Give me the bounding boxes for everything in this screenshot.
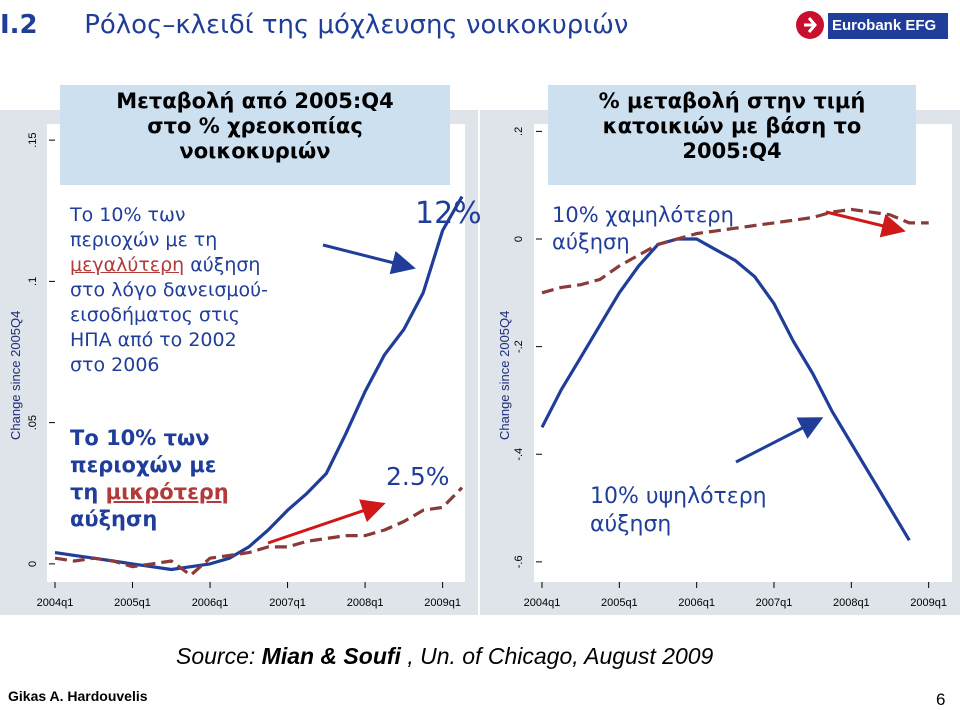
x-tick-label-1-0: 2004q1 <box>524 597 561 609</box>
logo-arrow-icon <box>804 17 817 33</box>
y-tick-label-0-3: .15 <box>27 132 39 147</box>
arrow-to-low-growth <box>825 210 906 238</box>
label-low-pct: 2.5% <box>386 462 450 491</box>
y-tick-label-1-4: .2 <box>513 127 525 136</box>
y-tick-label-1-3: 0 <box>513 236 525 242</box>
presenter-name: Gikas A. Hardouvelis <box>8 688 148 704</box>
left-bottom-note-line-1: Το 10% των <box>70 426 210 450</box>
x-tick-label-1-3: 2007q1 <box>756 597 793 609</box>
x-tick-label-1-2: 2006q1 <box>678 597 715 609</box>
slide-title: I.2 Ρόλος–κλειδί της μόχλευσης νοικοκυρι… <box>0 10 800 40</box>
left-title-box: Μεταβολή από 2005:Q4 στο % χρεοκοπίας νο… <box>60 85 450 185</box>
series-line-0-0 <box>54 195 464 572</box>
logo-text: Eurobank EFG <box>832 17 937 34</box>
right-title-box: % μεταβολή στην τιμή κατοικιών με βάση τ… <box>548 85 916 185</box>
page-number: 6 <box>936 690 946 709</box>
right-plot-area <box>534 124 952 582</box>
right-box-line-1: % μεταβολή στην τιμή <box>598 89 866 113</box>
logo-bar <box>828 13 948 39</box>
x-tick-label-1-4: 2008q1 <box>833 597 870 609</box>
right-bottom-note-line-1: 10% υψηλότερη <box>590 484 767 509</box>
y-tick-label-1-1: -.4 <box>513 448 525 461</box>
x-tick-label-0-0: 2004q1 <box>37 597 74 609</box>
source-prefix: Source: <box>176 643 262 669</box>
series-line-0-1 <box>54 486 464 577</box>
left-top-note-line-6: ΗΠΑ από το 2002 <box>70 329 237 351</box>
label-high-pct: 12% <box>415 196 482 231</box>
source-line: Source: Mian & Soufi , Un. of Chicago, A… <box>176 643 713 670</box>
right-top-note-line-2: αύξηση <box>552 230 630 254</box>
right-box-line-3: 2005:Q4 <box>682 139 782 163</box>
left-top-note-line-1: Το 10% των <box>70 204 186 226</box>
series-line-1-0 <box>540 237 911 542</box>
arrow-to-low-line <box>267 499 386 545</box>
left-top-note-line-7: στο 2006 <box>70 354 160 376</box>
x-tick-label-0-4: 2008q1 <box>347 597 384 609</box>
left-top-note-line-3: μεγαλύτερη αύξηση <box>70 253 370 278</box>
x-tick-label-1-5: 2009q1 <box>910 597 947 609</box>
left-top-note-line-4: στο λόγο δανεισμού- <box>70 279 268 301</box>
left-plot-area <box>47 124 465 582</box>
y-tick-label-1-2: -.2 <box>513 340 525 353</box>
y-tick-label-0-1: .05 <box>27 415 39 430</box>
x-tick-label-0-2: 2006q1 <box>192 597 229 609</box>
left-top-note-rest: αύξηση <box>184 254 261 276</box>
title-text: Ρόλος–κλειδί της μόχλευσης νοικοκυριών <box>84 10 629 40</box>
right-chart-svg: -.6 -.4 -.2 0 .2 2004q1 2005q1 2006q1 2007q1 2008… <box>513 127 947 609</box>
arrow-to-high-line <box>322 243 416 275</box>
right-top-note: 10% χαμηλότερη αύξηση <box>552 202 734 256</box>
x-tick-label-0-3: 2007q1 <box>269 597 306 609</box>
source-authors: Mian & Soufi <box>261 643 401 669</box>
right-bottom-note-line-2: αύξηση <box>590 512 672 537</box>
left-bottom-note-pre: τη <box>70 480 106 504</box>
y-tick-label-1-0: -.6 <box>513 555 525 568</box>
source-rest: , Un. of Chicago, August 2009 <box>400 643 714 669</box>
right-bottom-note: 10% υψηλότερη αύξηση <box>590 483 767 539</box>
arrow-to-high-growth <box>735 417 824 464</box>
left-top-note-underlined: μεγαλύτερη <box>70 254 185 276</box>
left-bottom-note: Το 10% των περιοχών με τη μικρότερη αύξη… <box>70 425 370 533</box>
x-tick-label-1-1: 2005q1 <box>601 597 638 609</box>
left-top-note: Το 10% των περιοχών με τη μεγαλύτερη αύξ… <box>70 203 370 378</box>
left-bottom-note-line-3: τη μικρότερη <box>70 479 370 506</box>
series-line-1-1 <box>541 207 929 295</box>
left-top-note-line-5: εισοδήματος στις <box>70 304 240 326</box>
left-bottom-note-line-2: περιοχών με <box>70 453 217 477</box>
left-box-line-3: νοικοκυριών <box>179 139 331 163</box>
logo-graphic <box>796 11 948 39</box>
right-box-line-2: κατοικιών με βάση το <box>602 114 862 138</box>
left-box-line-2: στο % χρεοκοπίας <box>147 114 363 138</box>
x-tick-label-0-1: 2005q1 <box>114 597 151 609</box>
left-bottom-note-underlined: μικρότερη <box>105 480 229 504</box>
left-top-note-line-2: περιοχών με τη <box>70 229 218 251</box>
eurobank-logo: Eurobank EFG <box>794 6 950 44</box>
annotation-arrows <box>267 210 906 545</box>
y-tick-label-0-2: .1 <box>27 277 39 286</box>
right-top-note-line-1: 10% χαμηλότερη <box>552 203 734 227</box>
y-tick-label-0-0: 0 <box>27 561 39 567</box>
section-number: I.2 <box>0 10 38 40</box>
left-box-line-1: Μεταβολή από 2005:Q4 <box>116 89 394 113</box>
left-bottom-note-line-4: αύξηση <box>70 507 158 531</box>
left-chart-svg: 0 .05 .1 .15 2004q1 2005q1 2006q1 2007q1 2008q1 2… <box>27 132 464 609</box>
x-tick-label-0-5: 2009q1 <box>424 597 461 609</box>
